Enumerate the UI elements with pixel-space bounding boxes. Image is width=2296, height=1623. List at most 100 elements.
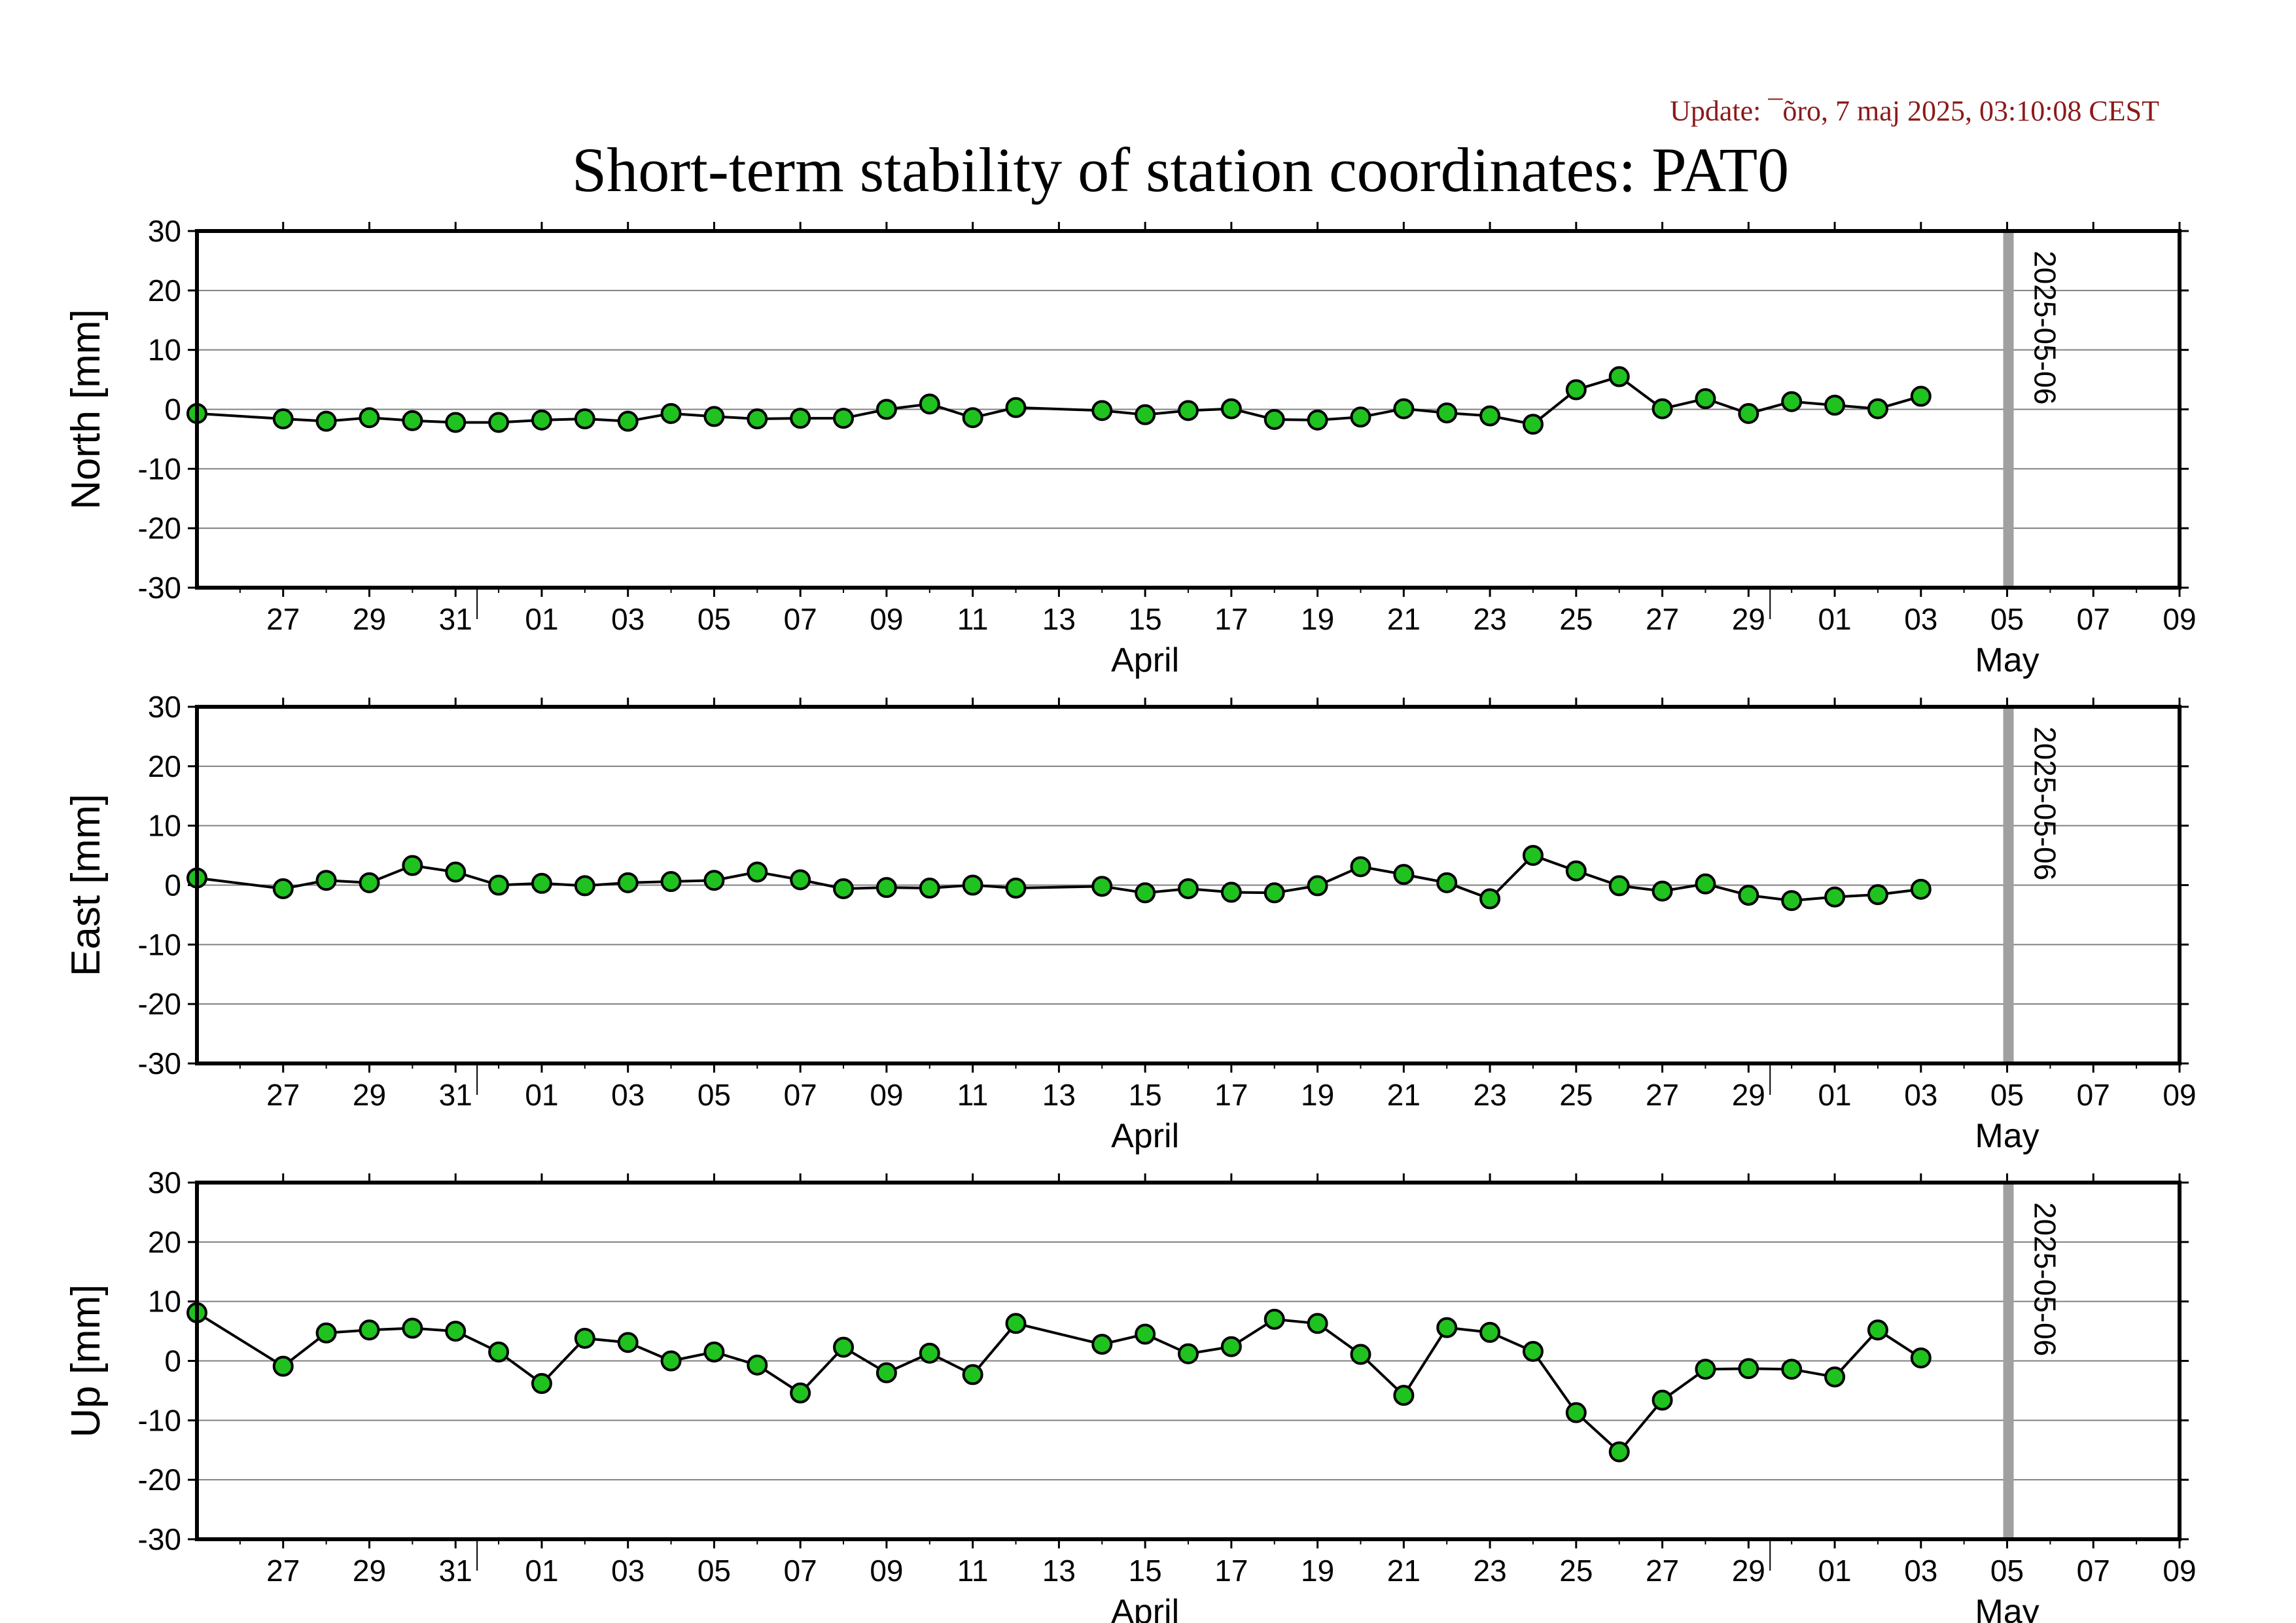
y-tick-label: -10 <box>138 1403 181 1437</box>
x-tick-label: 15 <box>1129 1554 1162 1588</box>
data-point <box>1091 400 1113 421</box>
data-point <box>1436 402 1458 423</box>
month-label: May <box>1975 1117 2039 1155</box>
data-point <box>445 1321 467 1342</box>
data-point <box>1135 404 1156 425</box>
x-tick-label: 01 <box>1818 602 1851 636</box>
x-tick-label: 09 <box>870 1078 903 1112</box>
x-tick-label: 05 <box>698 1554 731 1588</box>
x-tick-label: 17 <box>1214 602 1248 636</box>
data-point <box>919 1342 940 1364</box>
x-tick-label: 01 <box>525 1554 558 1588</box>
data-point <box>1178 400 1199 421</box>
data-point <box>1565 860 1587 882</box>
data-point <box>1220 882 1242 903</box>
x-tick-label: 27 <box>1646 1078 1679 1112</box>
data-point <box>1910 1347 1932 1368</box>
data-point <box>660 1350 682 1372</box>
data-point <box>315 1322 337 1344</box>
data-point <box>833 878 855 899</box>
x-tick-label: 09 <box>2163 1554 2196 1588</box>
y-tick-label: -10 <box>138 452 181 486</box>
data-point <box>747 1354 768 1376</box>
data-point <box>359 1319 380 1341</box>
data-point <box>574 1327 595 1349</box>
y-tick-label: -30 <box>138 1046 181 1080</box>
x-tick-label: 19 <box>1301 1554 1334 1588</box>
chart-title: Short-term stability of station coordina… <box>572 135 1789 205</box>
plot-frame <box>195 705 2181 1065</box>
x-tick-label: 21 <box>1387 1554 1421 1588</box>
x-tick-label: 29 <box>1732 602 1765 636</box>
data-point <box>703 1341 725 1363</box>
y-tick-label: 20 <box>148 274 181 308</box>
x-tick-label: 17 <box>1214 1078 1248 1112</box>
x-tick-label: 11 <box>957 1078 989 1112</box>
data-point <box>531 1373 552 1395</box>
date-marker-label: 2025-05-06 <box>2028 1202 2062 1356</box>
x-tick-label: 31 <box>439 602 472 636</box>
data-point <box>1220 1336 1242 1357</box>
data-point <box>875 399 897 420</box>
x-tick-label: 03 <box>611 1078 645 1112</box>
x-tick-label: 19 <box>1301 1078 1334 1112</box>
x-tick-label: 03 <box>611 602 645 636</box>
x-tick-label: 21 <box>1387 1078 1421 1112</box>
data-point <box>1091 876 1113 897</box>
data-point <box>1738 1358 1759 1380</box>
y-tick-label: -20 <box>138 987 181 1021</box>
x-tick-label: 07 <box>784 1078 817 1112</box>
data-point <box>574 875 595 897</box>
y-tick-label: 20 <box>148 749 181 783</box>
plot-frame <box>195 1181 2181 1541</box>
x-tick-label: 27 <box>1646 602 1679 636</box>
x-tick-label: 03 <box>611 1554 645 1588</box>
data-point <box>1781 890 1803 912</box>
data-point <box>1393 864 1415 885</box>
data-point <box>1005 1313 1027 1334</box>
data-point <box>1135 1323 1156 1345</box>
data-point <box>1479 888 1501 910</box>
x-tick-label: 05 <box>698 602 731 636</box>
data-point <box>617 1332 639 1353</box>
month-label: May <box>1975 1593 2039 1623</box>
x-tick-label: 21 <box>1387 602 1421 636</box>
x-tick-label: 07 <box>784 602 817 636</box>
data-point <box>402 855 423 876</box>
data-point <box>488 412 510 433</box>
x-tick-label: 31 <box>439 1554 472 1588</box>
data-point <box>1307 409 1328 431</box>
data-point <box>660 402 682 424</box>
data-point <box>1565 1402 1587 1423</box>
data-point <box>488 874 510 896</box>
data-point <box>359 407 380 429</box>
y-tick-label: 20 <box>148 1225 181 1259</box>
data-point <box>1263 1308 1285 1330</box>
data-point <box>790 408 811 429</box>
x-tick-label: 29 <box>353 1078 386 1112</box>
x-tick-label: 27 <box>266 1078 300 1112</box>
data-point <box>1178 1343 1199 1364</box>
y-tick-label: -30 <box>138 1522 181 1556</box>
date-marker-label: 2025-05-06 <box>2028 726 2062 880</box>
data-point <box>875 877 897 899</box>
data-point <box>1781 1359 1803 1380</box>
data-point <box>1824 395 1846 416</box>
data-point <box>1522 845 1544 866</box>
data-point <box>617 872 639 893</box>
panel-east: 30 20 10 0 -10 -20 -30 East [mm] 27 29 31 01 03 05 07 0… <box>63 690 2197 1155</box>
data-point <box>919 393 940 415</box>
x-tick-label: 09 <box>2163 602 2196 636</box>
data-point <box>1479 1321 1501 1343</box>
data-point <box>1651 880 1673 902</box>
x-tick-label: 15 <box>1129 1078 1162 1112</box>
data-point <box>445 861 467 883</box>
data-point <box>1867 1319 1888 1341</box>
data-point <box>790 869 811 891</box>
x-tick-label: 19 <box>1301 602 1334 636</box>
data-point <box>488 1341 510 1363</box>
x-tick-label: 29 <box>1732 1078 1765 1112</box>
data-point <box>1565 379 1587 401</box>
x-tick-label: 15 <box>1129 602 1162 636</box>
x-tick-label: 13 <box>1042 1554 1076 1588</box>
